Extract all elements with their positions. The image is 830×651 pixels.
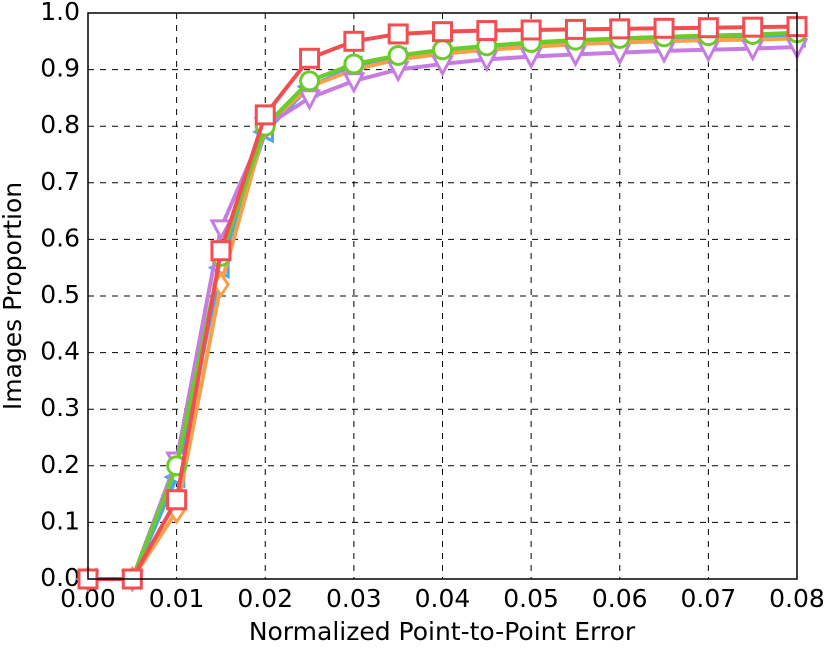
y-tick-label: 0.1 xyxy=(40,506,80,535)
x-tick-label: 0.01 xyxy=(149,584,205,613)
marker xyxy=(476,20,498,42)
marker xyxy=(387,23,409,45)
marker xyxy=(209,219,233,242)
x-tick-label: 0.08 xyxy=(769,584,825,613)
marker xyxy=(387,44,409,66)
marker xyxy=(299,70,321,92)
y-tick-label: 0.3 xyxy=(40,393,80,422)
y-tick-label: 0.7 xyxy=(40,167,80,196)
marker xyxy=(609,18,631,40)
y-tick-label: 1.0 xyxy=(40,0,80,26)
y-tick-label: 0.8 xyxy=(40,110,80,139)
marker xyxy=(653,17,675,39)
y-tick-label: 0.5 xyxy=(40,280,80,309)
marker xyxy=(298,89,322,112)
marker xyxy=(254,104,276,126)
x-tick-label: 0.04 xyxy=(415,584,471,613)
x-tick-label: 0.07 xyxy=(681,584,737,613)
marker xyxy=(697,17,719,39)
x-tick-label: 0.06 xyxy=(592,584,648,613)
marker xyxy=(564,18,586,40)
y-tick-label: 0.0 xyxy=(40,563,80,592)
marker xyxy=(210,240,232,262)
y-tick-label: 0.2 xyxy=(40,450,80,479)
x-tick-label: 0.03 xyxy=(326,584,382,613)
marker xyxy=(742,16,764,38)
marker xyxy=(343,53,365,75)
marker xyxy=(432,21,453,43)
x-tick-label: 0.02 xyxy=(237,584,293,613)
marker xyxy=(520,19,542,41)
plot-frame xyxy=(87,12,798,580)
y-tick-label: 0.9 xyxy=(40,54,80,83)
marker xyxy=(166,489,188,511)
marker xyxy=(343,30,365,52)
y-tick-label: 0.4 xyxy=(40,337,80,366)
marker xyxy=(299,47,321,69)
marker xyxy=(432,39,453,61)
y-tick-label: 0.6 xyxy=(40,223,80,252)
x-tick-label: 0.05 xyxy=(503,584,559,613)
y-axis-label: Images Proportion xyxy=(0,182,27,410)
x-axis-label: Normalized Point-to-Point Error xyxy=(249,617,636,646)
